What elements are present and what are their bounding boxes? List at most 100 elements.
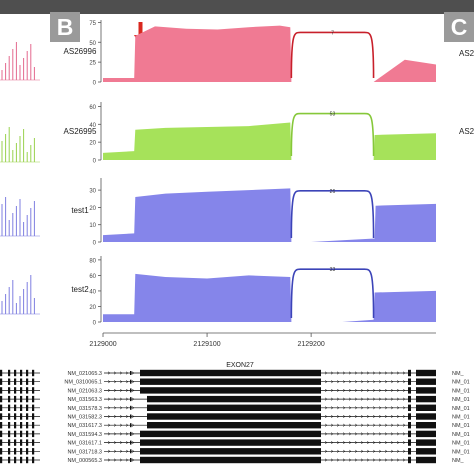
coverage-area <box>103 273 436 322</box>
panel-a-exon <box>14 448 17 455</box>
strand-arrow-icon <box>366 423 370 427</box>
strand-arrow-icon <box>131 414 135 419</box>
strand-arrow-icon <box>396 397 400 401</box>
transcript-label: NM_031582.3 <box>67 415 102 421</box>
panel-a-exon <box>8 439 11 446</box>
strand-arrow-icon <box>366 432 370 436</box>
exon-block <box>416 413 436 420</box>
panel-a-exon <box>0 413 3 420</box>
strand-arrow-icon <box>131 388 135 392</box>
strand-arrow-icon <box>360 380 364 384</box>
strand-arrow-icon <box>354 397 358 401</box>
strand-arrow-icon <box>125 397 129 401</box>
strand-arrow-icon <box>131 371 135 375</box>
strand-arrow-icon <box>396 414 400 419</box>
strand-arrow-icon <box>119 371 123 375</box>
strand-arrow-icon <box>324 397 328 401</box>
strand-arrow-icon <box>324 432 328 436</box>
strand-arrow-icon <box>402 449 406 453</box>
strand-arrow-icon <box>366 397 370 401</box>
y-tick-label: 30 <box>89 189 96 195</box>
panel-a-exon <box>26 395 29 403</box>
strand-arrow-icon <box>372 406 376 410</box>
strand-arrow-icon <box>336 388 340 392</box>
strand-arrow-icon <box>384 423 388 427</box>
strand-arrow-icon <box>402 388 406 392</box>
strand-arrow-icon <box>342 423 346 427</box>
transcript-label: NM_031594.3 <box>67 432 102 438</box>
strand-arrow-icon <box>366 441 370 445</box>
strand-arrow-icon <box>330 414 334 419</box>
panel-a-exon <box>8 395 11 403</box>
strand-arrow-icon <box>360 432 364 436</box>
junction-count: 7 <box>331 30 334 36</box>
panel-a-exon <box>20 369 23 377</box>
strand-arrow-icon <box>348 449 352 453</box>
panel-a-exon <box>20 413 23 420</box>
panel-a-exon <box>26 378 29 385</box>
strand-arrow-icon <box>360 414 364 419</box>
exon-block <box>416 422 436 429</box>
strand-arrow-icon <box>107 380 111 384</box>
strand-arrow-icon <box>390 458 394 462</box>
strand-arrow-icon <box>107 406 111 410</box>
exon-block <box>140 439 321 446</box>
strand-arrow-icon <box>396 441 400 445</box>
panel-a-exon <box>20 430 23 438</box>
strand-arrow-icon <box>119 432 123 436</box>
strand-arrow-icon <box>390 414 394 419</box>
strand-arrow-icon <box>366 406 370 410</box>
strand-arrow-icon <box>336 423 340 427</box>
exon-block <box>130 405 132 410</box>
panel-a-exon <box>32 430 35 438</box>
panel-a-exon <box>32 387 35 394</box>
strand-arrow-icon <box>396 406 400 410</box>
strand-arrow-icon <box>107 397 111 401</box>
strand-arrow-icon <box>372 449 376 453</box>
panel-a-exon <box>14 369 17 377</box>
strand-arrow-icon <box>348 397 352 401</box>
y-tick-label: 0 <box>93 81 97 87</box>
junction-count: 33 <box>330 267 336 273</box>
strand-arrow-icon <box>384 406 388 410</box>
strand-arrow-icon <box>384 380 388 384</box>
y-tick-label: 60 <box>89 105 96 111</box>
track-label: AS26996 <box>64 47 97 56</box>
panel-b-label: B <box>50 12 80 42</box>
strand-arrow-icon <box>354 449 358 453</box>
strand-arrow-icon <box>354 371 358 375</box>
strand-arrow-icon <box>390 423 394 427</box>
strand-arrow-icon <box>324 388 328 392</box>
panel-a-exon <box>8 430 11 438</box>
strand-arrow-icon <box>113 441 117 445</box>
transcript-label: NM_031718.3 <box>67 449 102 455</box>
strand-arrow-icon <box>360 388 364 392</box>
strand-arrow-icon <box>366 449 370 453</box>
strand-arrow-icon <box>113 423 117 427</box>
strand-arrow-icon <box>330 380 334 384</box>
y-tick-label: 10 <box>89 223 96 229</box>
exon-block <box>416 395 436 403</box>
transcript-label: NM_0310065.1 <box>64 380 102 386</box>
strand-arrow-icon <box>384 371 388 375</box>
strand-arrow-icon <box>348 458 352 462</box>
junction-count: 26 <box>330 189 336 195</box>
panel-a-exon <box>26 404 29 411</box>
strand-arrow-icon <box>107 432 111 436</box>
exon-block <box>416 387 436 394</box>
strand-arrow-icon <box>372 371 376 375</box>
strand-arrow-icon <box>131 380 135 384</box>
exon-block <box>130 423 132 428</box>
track-test1: 0 10 20 30 26 test1 <box>71 178 436 247</box>
strand-arrow-icon <box>336 432 340 436</box>
strand-arrow-icon <box>354 414 358 419</box>
strand-arrow-icon <box>396 432 400 436</box>
y-tick-label: 75 <box>89 21 96 27</box>
strand-arrow-icon <box>119 449 123 453</box>
transcript-row: NM_021063.3 <box>67 387 436 394</box>
strand-arrow-icon <box>107 441 111 445</box>
strand-arrow-icon <box>119 406 123 410</box>
strand-arrow-icon <box>372 458 376 462</box>
coverage-tracks: 0 25 50 75 7 AS26996 0 20 40 60 53 AS26995 0 10 20 30 26… <box>64 20 436 327</box>
strand-arrow-icon <box>384 414 388 419</box>
